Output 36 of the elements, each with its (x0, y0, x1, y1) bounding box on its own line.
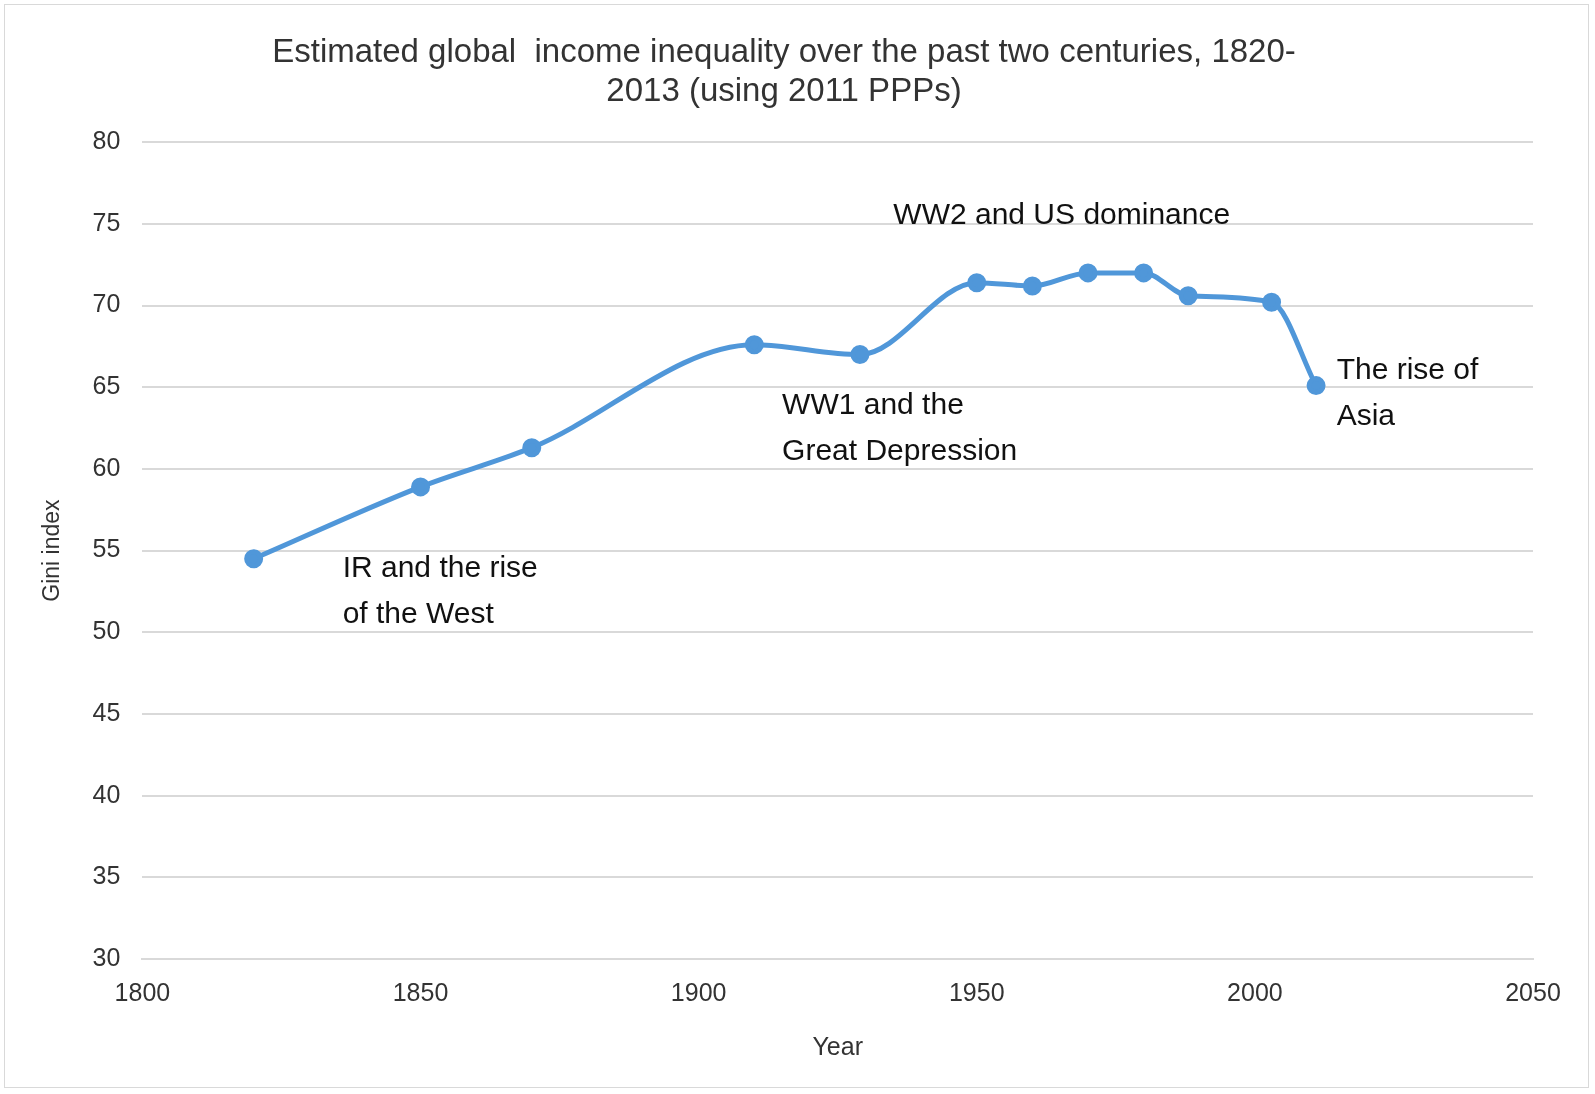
point (1306, 376, 1326, 396)
annotation: The rise of Asia (1336, 352, 1480, 432)
annotation: WW2 and US dominance (893, 197, 1231, 231)
y-tick-label: 35 (92, 861, 121, 890)
y-tick-label: 65 (92, 371, 121, 400)
point (967, 273, 987, 293)
y-tick-label: 70 (92, 289, 121, 318)
point (411, 477, 431, 497)
x-tick-label: 1800 (114, 977, 171, 1006)
point (744, 335, 764, 355)
x-tick-label: 2000 (1227, 977, 1283, 1006)
y-tick-label: 50 (92, 616, 121, 645)
y-tick-label: 75 (92, 207, 121, 236)
point (850, 345, 870, 365)
point (1078, 263, 1098, 283)
point (522, 438, 542, 458)
y-axis-title: Gini index (38, 498, 65, 602)
y-tick-label: 40 (92, 779, 121, 808)
annotation: IR and the rise of the West (342, 550, 538, 630)
point (244, 549, 264, 569)
chart-title: Estimated global income inequality over the past two centuries, 1820- 2013 (using 2011 PPPs) (272, 31, 1296, 109)
y-tick-label: 45 (92, 697, 121, 726)
x-tick-label: 1950 (948, 977, 1005, 1006)
x-tick-label: 2050 (1505, 977, 1561, 1006)
y-tick-label: 30 (92, 942, 121, 971)
point (1178, 286, 1198, 306)
point (1022, 276, 1042, 296)
annotation: WW1 and the Great Depression (782, 386, 1018, 466)
y-tick-label: 55 (92, 534, 121, 563)
x-tick-label: 1900 (670, 977, 727, 1006)
y-tick-label: 80 (92, 126, 121, 155)
x-axis-title: Year (812, 1031, 863, 1060)
x-tick-label: 1850 (392, 977, 449, 1006)
point (1134, 263, 1154, 283)
point (1262, 292, 1282, 312)
y-tick-label: 60 (92, 452, 121, 481)
